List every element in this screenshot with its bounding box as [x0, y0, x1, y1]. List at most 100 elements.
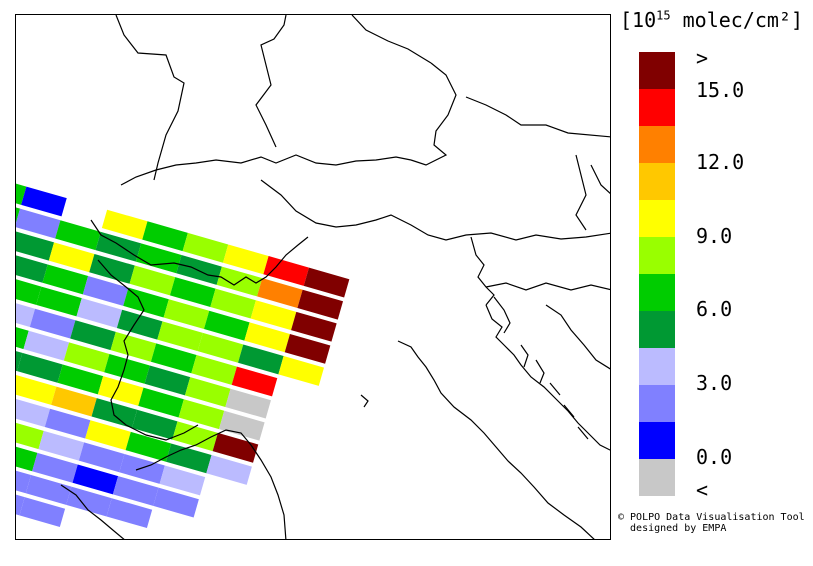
swath-pixel [72, 464, 119, 495]
swath-pixel [55, 220, 101, 251]
swath-pixel [225, 388, 271, 419]
islands-kvarner [520, 344, 589, 440]
border-slovakia-hungary [590, 164, 610, 194]
swath-pixel [123, 287, 169, 318]
swath-pixel [101, 209, 148, 240]
swath-pixel [63, 342, 110, 373]
swath-pixel [16, 208, 61, 239]
swath-pixel [78, 442, 125, 473]
coast-istria [493, 296, 511, 334]
swath-pixel [17, 352, 63, 383]
border-slovenia-croatia [485, 282, 610, 291]
swath-pixel [203, 310, 250, 341]
swath-pixel [163, 299, 210, 330]
swath-pixel [91, 398, 138, 429]
swath-pixel [25, 475, 72, 505]
border-germany-west [255, 15, 287, 148]
swath-pixel [119, 453, 165, 484]
swath-pixel [19, 497, 66, 527]
swath-pixel [16, 441, 38, 472]
swath-pixel [23, 330, 70, 361]
colorbar-bin [639, 385, 675, 422]
swath-pixel [153, 487, 199, 518]
swath-pixel [82, 276, 129, 306]
border-austria-slovenia [470, 236, 495, 306]
swath-pixel [218, 410, 265, 441]
swath-pixel [16, 319, 29, 350]
swath-pixel [210, 288, 256, 319]
swath-pixel [104, 353, 150, 384]
colorbar-legend: [1015 molec/cm²] >15.0 12.0 9.0 6.0 3.0 0.0 < [612, 0, 813, 566]
colorbar-tick-label: < [696, 478, 709, 502]
border-france-italy [97, 259, 199, 441]
swath-pixel [42, 264, 89, 295]
swath-pixel [16, 297, 36, 327]
swath-pixel [16, 252, 48, 283]
swath-pixel [44, 408, 91, 439]
swath-pixel [223, 244, 269, 275]
swath-pixel [157, 321, 203, 352]
swath-pixel [76, 298, 123, 329]
swath-pixel [165, 443, 212, 474]
copyright-notice: © POLPO Data Visualisation Tool designed… [618, 512, 805, 534]
colorbar-tick-label: 3.0 [696, 371, 733, 395]
units-label: [1015 molec/cm²] [620, 8, 804, 32]
swath-pixel [263, 256, 309, 286]
swath-pixel [206, 455, 252, 485]
satellite-swath-layer [16, 175, 350, 529]
swath-pixel [178, 399, 225, 430]
coast-adriatic-italy [397, 340, 595, 539]
colorbar-tick-label: > [696, 46, 709, 70]
colorbar-bin [639, 89, 675, 126]
swath-pixel [144, 365, 191, 396]
swath-pixel [106, 498, 153, 529]
swath-pixel [51, 386, 97, 417]
swath-pixel [32, 452, 78, 483]
swath-pixel [131, 409, 178, 440]
coast-corsica-edge [60, 484, 125, 539]
swath-pixel [250, 300, 297, 331]
swath-pixel [89, 253, 135, 284]
border-austria-italy [260, 179, 610, 241]
colorbar-tick-label: 9.0 [696, 224, 733, 248]
swath-pixel [142, 221, 188, 252]
colorbar-tick-label: 0.0 [696, 445, 733, 469]
border-switzerland-south [90, 219, 309, 286]
swath-pixel [184, 377, 231, 407]
swath-pixel [85, 420, 131, 451]
swath-pixel [197, 332, 244, 363]
colorbar-bin [639, 163, 675, 200]
map-panel[interactable] [15, 14, 611, 540]
swath-pixel [159, 465, 206, 496]
swath-pixel [244, 322, 290, 353]
swath-pixel [125, 431, 172, 462]
border-san-marino-area [360, 394, 369, 408]
swath-pixel [70, 320, 116, 351]
border-switzerland-north [120, 154, 412, 186]
coast-adriatic-croatia [485, 304, 610, 451]
swath-pixel [278, 356, 324, 386]
coastline-and-borders [60, 15, 610, 539]
colorbar-bin [639, 311, 675, 348]
swath-pixel [16, 463, 32, 494]
swath-pixel [169, 277, 216, 307]
colorbar-bin [639, 274, 675, 311]
swath-pixel [182, 232, 229, 263]
swath-pixel [191, 355, 237, 385]
colorbar-bin [639, 348, 675, 385]
swath-pixel [176, 254, 222, 285]
swath-pixel [212, 432, 259, 463]
swath-pixel [95, 231, 142, 262]
swath-pixel [21, 186, 67, 217]
border-austria-hungary [575, 154, 587, 231]
coast-ligurian [135, 429, 287, 539]
swath-pixel [16, 397, 51, 427]
colorbar-bin [639, 459, 675, 496]
map-canvas [16, 15, 610, 539]
border-croatia-bih [545, 304, 610, 370]
swath-pixel [48, 242, 95, 273]
swath-pixel [116, 309, 163, 340]
colorbar-bin [639, 52, 675, 89]
colorbar [639, 52, 675, 496]
swath-pixel [172, 421, 218, 452]
